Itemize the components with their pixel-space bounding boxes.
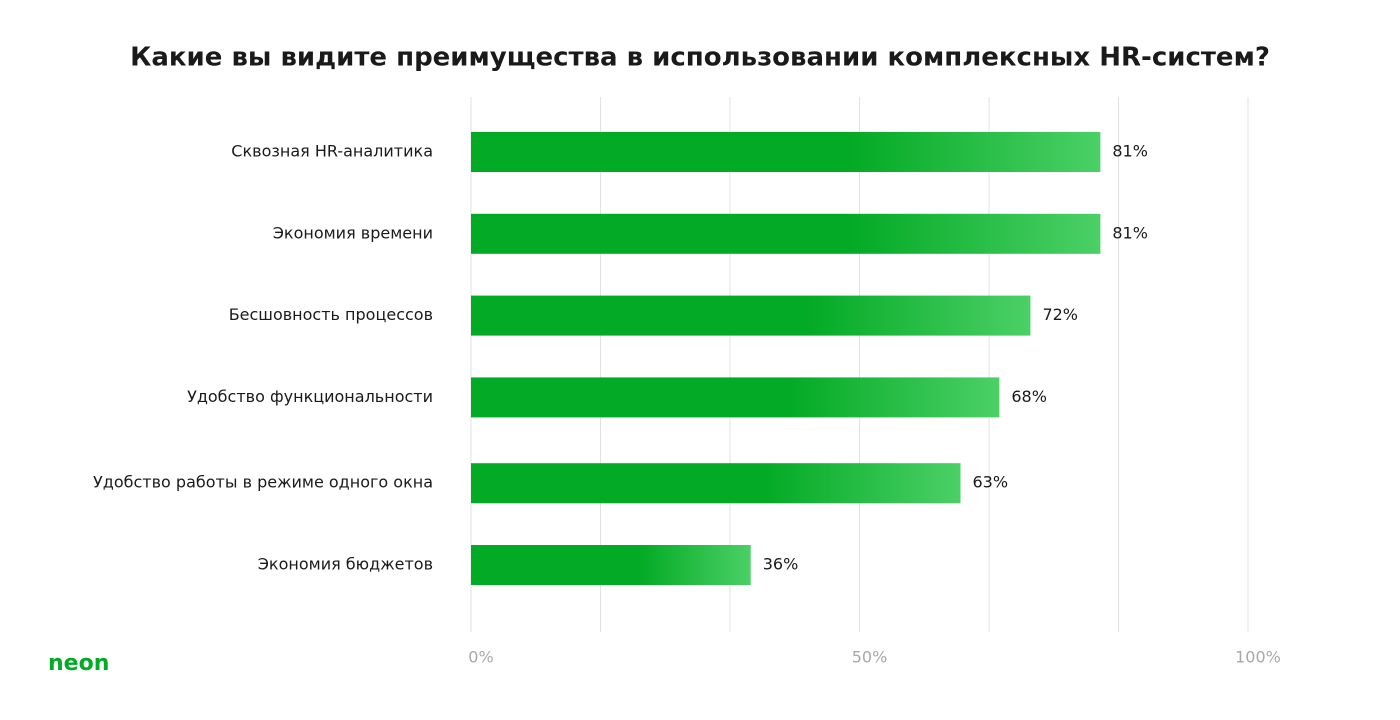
bar [471,377,1000,418]
bar [471,545,751,585]
bar [471,463,961,504]
value-label: 36% [763,555,799,574]
bar [471,295,1031,336]
value-label: 68% [1011,387,1047,406]
value-label: 81% [1112,142,1148,161]
bar [471,213,1101,254]
category-label: Экономия бюджетов [258,555,433,574]
logo: neon [48,651,109,676]
x-tick-label: 100% [1235,648,1281,667]
x-tick-label: 50% [852,648,888,667]
chart-title: Какие вы видите преимущества в использов… [130,43,1270,73]
bar [471,132,1101,172]
category-label: Сквозная HR-аналитика [231,142,433,161]
x-tick-label: 0% [468,648,493,667]
category-label: Удобство работы в режиме одного окна [93,473,433,492]
category-label: Бесшовность процессов [229,305,433,324]
category-label: Экономия времени [273,223,433,242]
category-label: Удобство функциональности [187,387,433,406]
value-label: 63% [973,473,1009,492]
value-label: 72% [1042,305,1078,324]
value-label: 81% [1112,223,1148,242]
